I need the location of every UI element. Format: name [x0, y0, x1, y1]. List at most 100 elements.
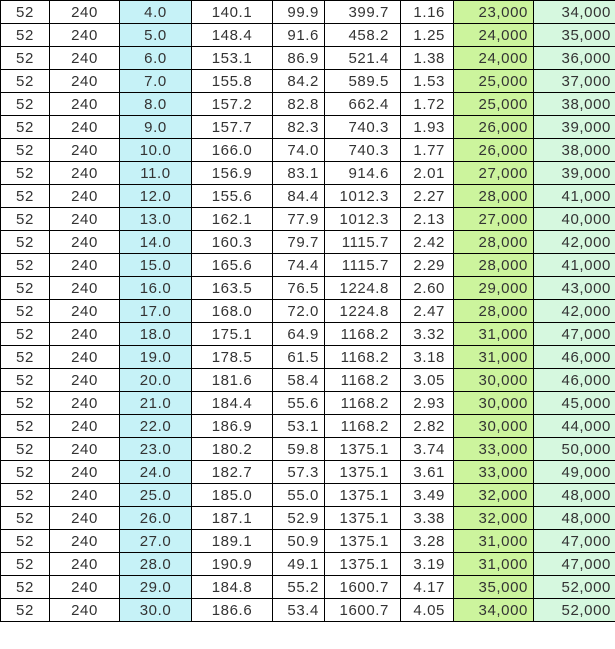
cell-r20-c5[interactable]: 59.8	[272, 437, 325, 461]
cell-r1-c5[interactable]: 99.9	[272, 0, 325, 24]
cell-r14-c5[interactable]: 72.0	[272, 299, 325, 323]
cell-r4-c3[interactable]: 7.0	[119, 69, 192, 93]
cell-r3-c4[interactable]: 153.1	[191, 46, 273, 70]
cell-r2-c8[interactable]: 24,000	[453, 23, 534, 47]
cell-r16-c9[interactable]: 46,000	[533, 345, 615, 369]
cell-r9-c6[interactable]: 1012.3	[324, 184, 401, 208]
cell-r10-c1[interactable]: 52	[0, 207, 50, 231]
cell-r19-c2[interactable]: 240	[49, 414, 120, 438]
cell-r7-c3[interactable]: 10.0	[119, 138, 192, 162]
cell-r6-c3[interactable]: 9.0	[119, 115, 192, 139]
cell-r5-c5[interactable]: 82.8	[272, 92, 325, 116]
cell-r14-c1[interactable]: 52	[0, 299, 50, 323]
cell-r7-c4[interactable]: 166.0	[191, 138, 273, 162]
cell-r12-c4[interactable]: 165.6	[191, 253, 273, 277]
cell-r24-c9[interactable]: 47,000	[533, 529, 615, 553]
cell-r2-c4[interactable]: 148.4	[191, 23, 273, 47]
cell-r16-c2[interactable]: 240	[49, 345, 120, 369]
cell-r17-c6[interactable]: 1168.2	[324, 368, 401, 392]
cell-r14-c7[interactable]: 2.47	[400, 299, 454, 323]
cell-r22-c7[interactable]: 3.49	[400, 483, 454, 507]
cell-r3-c1[interactable]: 52	[0, 46, 50, 70]
cell-r16-c6[interactable]: 1168.2	[324, 345, 401, 369]
cell-r24-c6[interactable]: 1375.1	[324, 529, 401, 553]
cell-r1-c4[interactable]: 140.1	[191, 0, 273, 24]
cell-r13-c6[interactable]: 1224.8	[324, 276, 401, 300]
cell-r23-c6[interactable]: 1375.1	[324, 506, 401, 530]
cell-r10-c6[interactable]: 1012.3	[324, 207, 401, 231]
cell-r12-c1[interactable]: 52	[0, 253, 50, 277]
cell-r20-c7[interactable]: 3.74	[400, 437, 454, 461]
cell-r22-c2[interactable]: 240	[49, 483, 120, 507]
cell-r25-c6[interactable]: 1375.1	[324, 552, 401, 576]
cell-r17-c8[interactable]: 30,000	[453, 368, 534, 392]
cell-r18-c9[interactable]: 45,000	[533, 391, 615, 415]
cell-r16-c5[interactable]: 61.5	[272, 345, 325, 369]
cell-r2-c9[interactable]: 35,000	[533, 23, 615, 47]
cell-r18-c4[interactable]: 184.4	[191, 391, 273, 415]
cell-r20-c6[interactable]: 1375.1	[324, 437, 401, 461]
cell-r1-c6[interactable]: 399.7	[324, 0, 401, 24]
cell-r9-c8[interactable]: 28,000	[453, 184, 534, 208]
cell-r26-c5[interactable]: 55.2	[272, 575, 325, 599]
cell-r7-c6[interactable]: 740.3	[324, 138, 401, 162]
cell-r4-c6[interactable]: 589.5	[324, 69, 401, 93]
cell-r5-c2[interactable]: 240	[49, 92, 120, 116]
cell-r2-c1[interactable]: 52	[0, 23, 50, 47]
cell-r18-c5[interactable]: 55.6	[272, 391, 325, 415]
cell-r11-c3[interactable]: 14.0	[119, 230, 192, 254]
cell-r23-c3[interactable]: 26.0	[119, 506, 192, 530]
cell-r26-c8[interactable]: 35,000	[453, 575, 534, 599]
cell-r16-c1[interactable]: 52	[0, 345, 50, 369]
cell-r7-c7[interactable]: 1.77	[400, 138, 454, 162]
cell-r13-c1[interactable]: 52	[0, 276, 50, 300]
cell-r21-c1[interactable]: 52	[0, 460, 50, 484]
cell-r19-c3[interactable]: 22.0	[119, 414, 192, 438]
cell-r3-c9[interactable]: 36,000	[533, 46, 615, 70]
cell-r26-c4[interactable]: 184.8	[191, 575, 273, 599]
cell-r11-c4[interactable]: 160.3	[191, 230, 273, 254]
cell-r25-c4[interactable]: 190.9	[191, 552, 273, 576]
cell-r27-c3[interactable]: 30.0	[119, 598, 192, 622]
cell-r26-c1[interactable]: 52	[0, 575, 50, 599]
cell-r16-c4[interactable]: 178.5	[191, 345, 273, 369]
cell-r17-c2[interactable]: 240	[49, 368, 120, 392]
cell-r6-c4[interactable]: 157.7	[191, 115, 273, 139]
cell-r18-c6[interactable]: 1168.2	[324, 391, 401, 415]
cell-r4-c1[interactable]: 52	[0, 69, 50, 93]
cell-r26-c6[interactable]: 1600.7	[324, 575, 401, 599]
cell-r15-c5[interactable]: 64.9	[272, 322, 325, 346]
cell-r10-c4[interactable]: 162.1	[191, 207, 273, 231]
cell-r11-c1[interactable]: 52	[0, 230, 50, 254]
cell-r8-c6[interactable]: 914.6	[324, 161, 401, 185]
cell-r16-c7[interactable]: 3.18	[400, 345, 454, 369]
cell-r22-c1[interactable]: 52	[0, 483, 50, 507]
cell-r18-c2[interactable]: 240	[49, 391, 120, 415]
cell-r21-c2[interactable]: 240	[49, 460, 120, 484]
cell-r6-c9[interactable]: 39,000	[533, 115, 615, 139]
cell-r27-c1[interactable]: 52	[0, 598, 50, 622]
cell-r19-c1[interactable]: 52	[0, 414, 50, 438]
cell-r8-c3[interactable]: 11.0	[119, 161, 192, 185]
cell-r24-c5[interactable]: 50.9	[272, 529, 325, 553]
cell-r5-c7[interactable]: 1.72	[400, 92, 454, 116]
cell-r7-c8[interactable]: 26,000	[453, 138, 534, 162]
cell-r13-c7[interactable]: 2.60	[400, 276, 454, 300]
cell-r24-c2[interactable]: 240	[49, 529, 120, 553]
cell-r9-c7[interactable]: 2.27	[400, 184, 454, 208]
cell-r2-c3[interactable]: 5.0	[119, 23, 192, 47]
cell-r14-c4[interactable]: 168.0	[191, 299, 273, 323]
cell-r3-c7[interactable]: 1.38	[400, 46, 454, 70]
cell-r5-c9[interactable]: 38,000	[533, 92, 615, 116]
cell-r17-c7[interactable]: 3.05	[400, 368, 454, 392]
cell-r26-c9[interactable]: 52,000	[533, 575, 615, 599]
cell-r9-c9[interactable]: 41,000	[533, 184, 615, 208]
cell-r13-c5[interactable]: 76.5	[272, 276, 325, 300]
cell-r5-c8[interactable]: 25,000	[453, 92, 534, 116]
cell-r2-c7[interactable]: 1.25	[400, 23, 454, 47]
cell-r25-c8[interactable]: 31,000	[453, 552, 534, 576]
cell-r15-c6[interactable]: 1168.2	[324, 322, 401, 346]
cell-r12-c8[interactable]: 28,000	[453, 253, 534, 277]
cell-r25-c1[interactable]: 52	[0, 552, 50, 576]
cell-r11-c5[interactable]: 79.7	[272, 230, 325, 254]
